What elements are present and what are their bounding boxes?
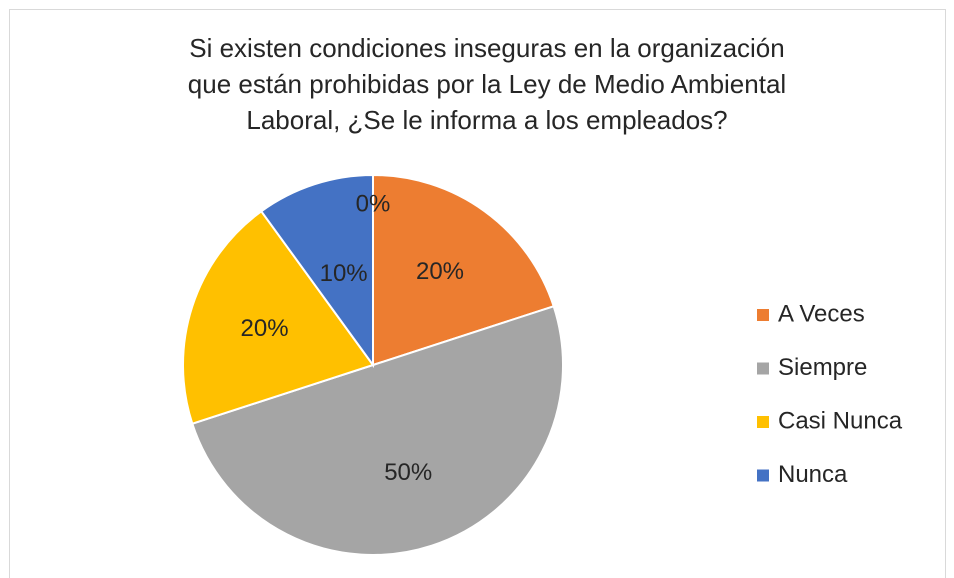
pie-slice [372,173,555,367]
legend-label: Siempre [778,354,867,381]
legend-swatch [757,309,769,321]
data-label: 10% [320,260,368,287]
legend-label: A Veces [778,300,865,327]
data-label: 20% [416,258,464,285]
pie-slice [182,209,375,425]
chart-title: Laboral, ¿Se le informa a los empleados? [246,105,727,135]
legend-label: Casi Nunca [778,407,903,434]
data-label: 0% [356,191,391,218]
chart-title: Si existen condiciones inseguras en la o… [189,33,784,63]
legend-swatch [757,469,769,482]
pie-slice [259,173,374,369]
legend-label: Nunca [778,461,848,488]
data-label: 50% [384,459,432,486]
chart-title: que están prohibidas por la Ley de Medio… [188,69,786,99]
legend-swatch [757,362,769,375]
data-label: 20% [241,315,289,342]
pie-slice [191,305,564,556]
legend-swatch [757,416,769,428]
